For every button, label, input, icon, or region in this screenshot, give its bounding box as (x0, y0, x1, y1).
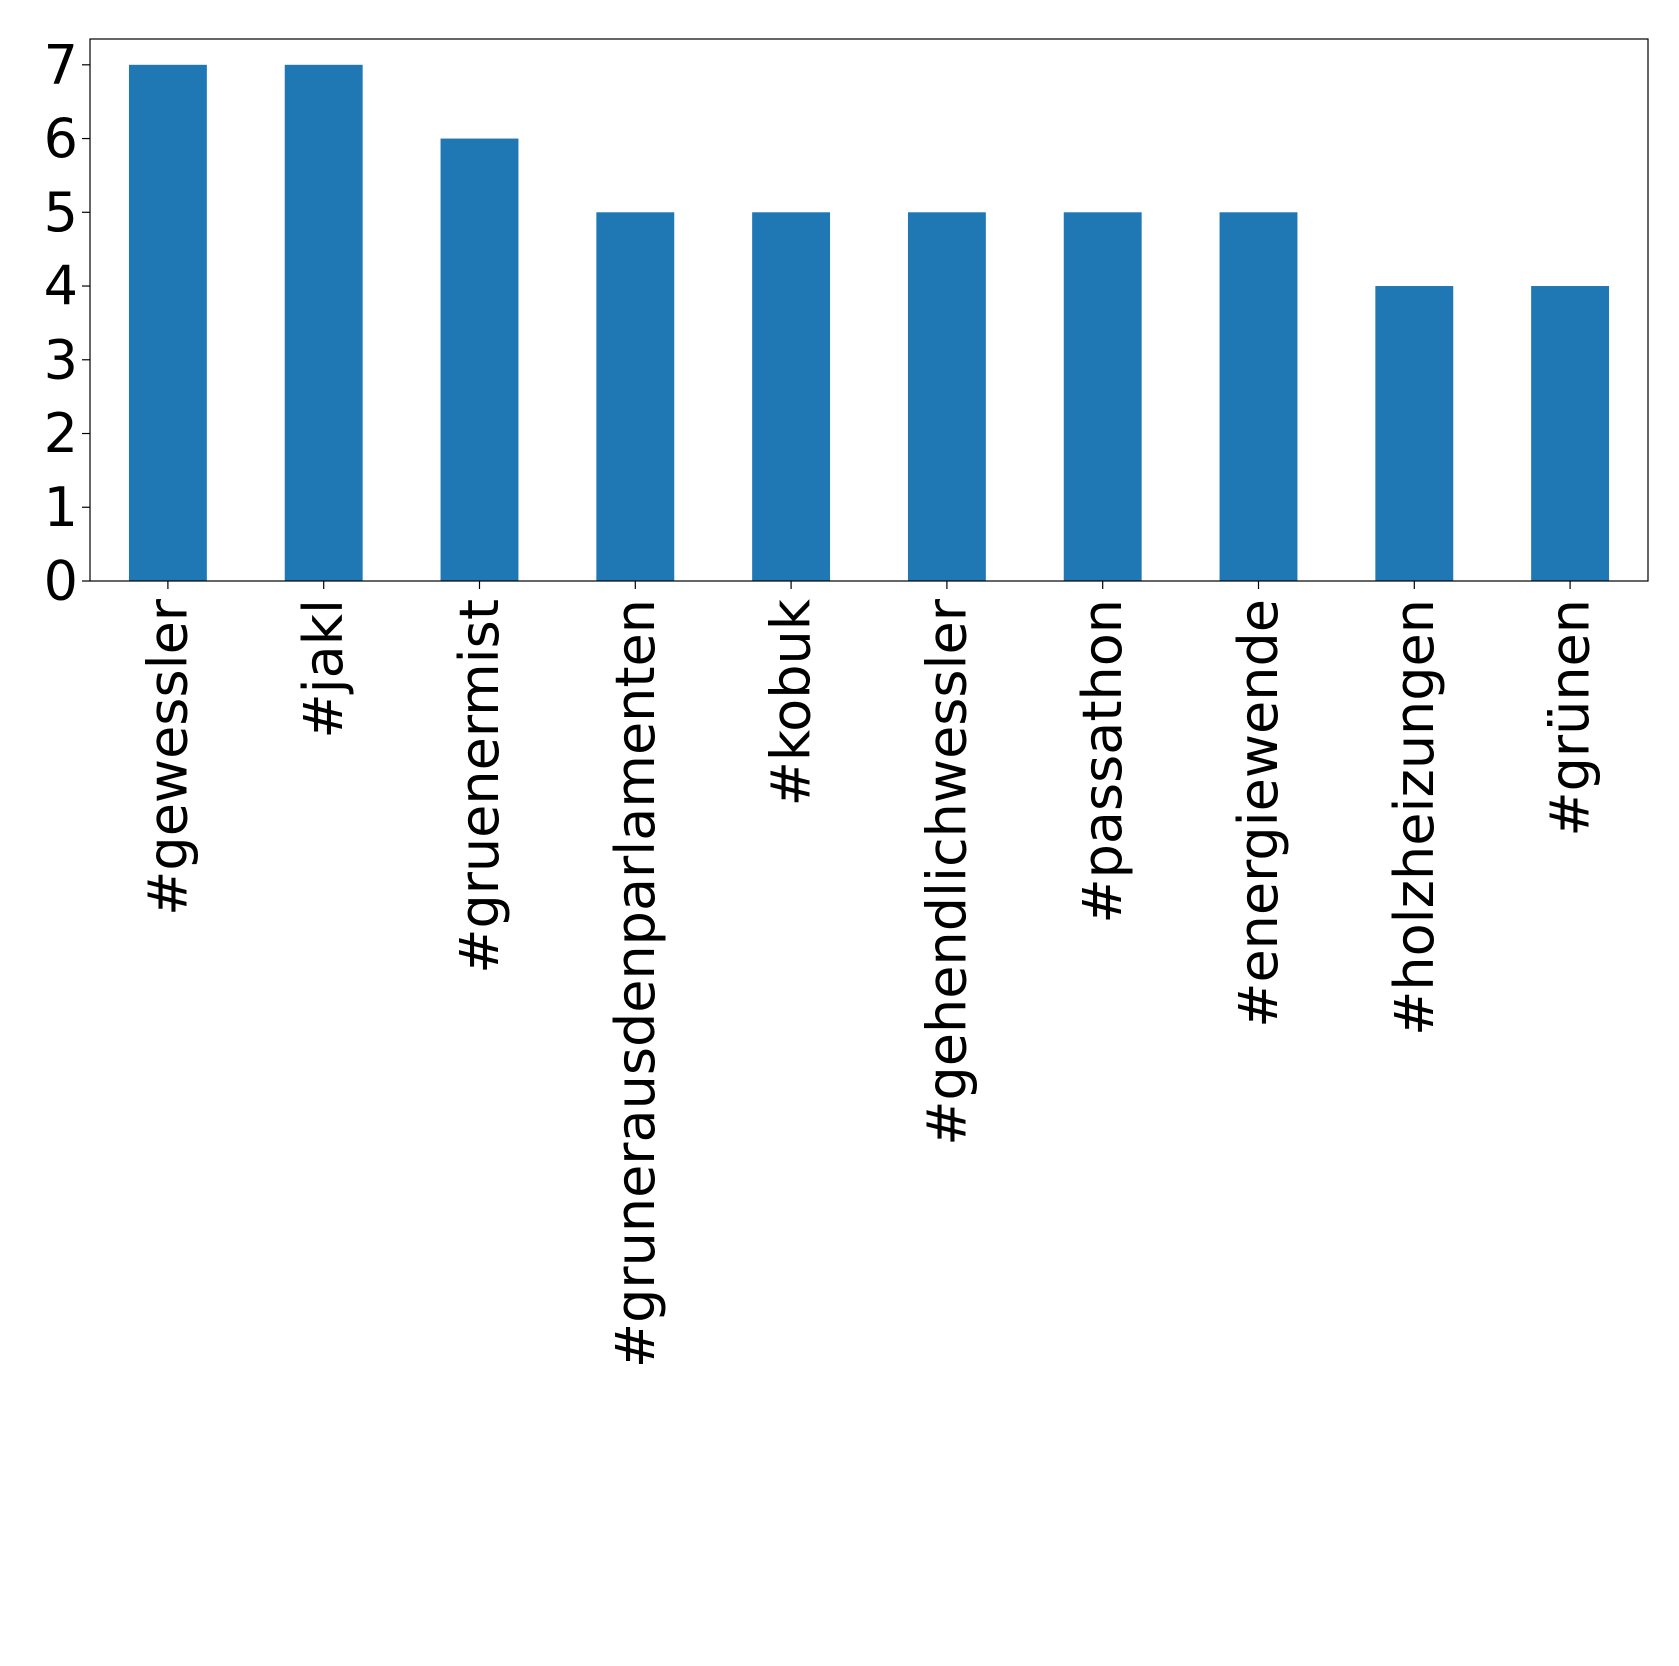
x-axis: #gewessler #jakl #gruenermist #grunerausden… (136, 581, 1602, 1368)
x-tick-label-7: #energiewende (1227, 599, 1290, 1028)
bar-6 (1063, 212, 1142, 581)
y-tick-label-2: 2 (44, 402, 78, 465)
x-tick-label-8: #holzheizungen (1383, 599, 1446, 1036)
y-tick-label-7: 7 (44, 33, 78, 96)
bar-2 (440, 138, 519, 581)
x-tick-label-3: #grunerausdenparlamenten (604, 599, 667, 1368)
bars-group (128, 64, 1610, 582)
bar-5 (907, 212, 986, 581)
bar-3 (596, 212, 675, 581)
x-tick-label-0: #gewessler (136, 598, 199, 916)
x-tick-label-2: #gruenermist (448, 599, 511, 974)
bar-8 (1375, 286, 1454, 581)
y-tick-label-6: 6 (44, 107, 78, 170)
bar-0 (128, 64, 207, 582)
x-tick-label-9: #grünen (1539, 599, 1602, 837)
y-tick-label-1: 1 (44, 476, 78, 539)
bar-1 (284, 64, 363, 582)
y-axis: 0 1 2 3 4 5 6 7 (44, 33, 90, 613)
x-tick-label-5: #gehendlichwessler (915, 598, 978, 1145)
x-tick-label-6: #passathon (1071, 599, 1134, 924)
bar-4 (752, 212, 831, 581)
x-tick-label-4: #kobuk (760, 598, 823, 806)
bar-9 (1531, 286, 1610, 581)
plot-area-frame (89, 38, 1649, 582)
x-tick-label-1: #jakl (292, 599, 355, 739)
bar-7 (1219, 212, 1298, 581)
y-tick-label-0: 0 (44, 550, 78, 613)
y-tick-label-4: 4 (44, 255, 78, 318)
y-tick-label-5: 5 (44, 181, 78, 244)
y-tick-label-3: 3 (44, 328, 78, 391)
